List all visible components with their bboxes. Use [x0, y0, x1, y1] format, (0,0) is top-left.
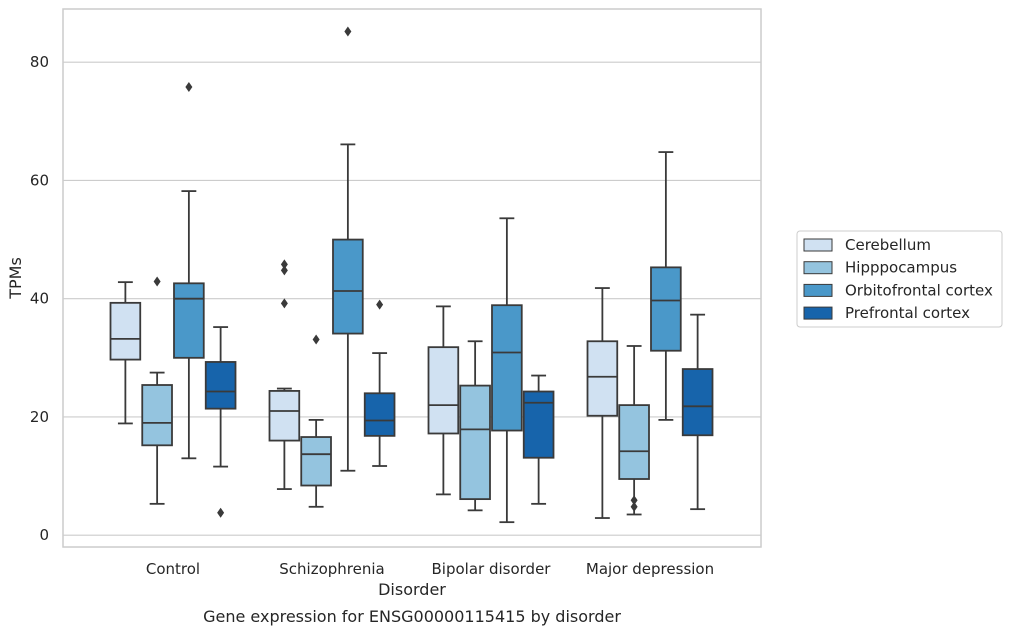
y-tick-label: 40	[30, 290, 49, 308]
outlier-point	[312, 334, 320, 345]
box	[618, 404, 650, 480]
outlier-point	[153, 276, 161, 287]
y-tick-label: 20	[30, 408, 49, 426]
outlier-point	[376, 299, 384, 310]
box	[491, 304, 523, 432]
box-group	[204, 326, 237, 518]
y-tick-label: 60	[30, 171, 49, 189]
legend-label: Hipppocampus	[845, 259, 957, 277]
box	[522, 390, 555, 459]
series-cerebellum	[109, 259, 619, 519]
box-series	[109, 26, 714, 524]
box-group	[332, 26, 364, 472]
series-hipppocampus	[141, 276, 650, 516]
box-group	[173, 82, 205, 460]
legend-swatch	[803, 306, 833, 320]
legend-swatch	[803, 238, 833, 252]
box	[332, 238, 364, 335]
outlier-point	[280, 298, 288, 309]
x-tick-label: Control	[146, 560, 200, 578]
box	[268, 390, 301, 442]
box	[363, 392, 396, 437]
outlier-point	[280, 259, 288, 270]
box-group	[522, 374, 555, 505]
outlier-point	[185, 82, 193, 93]
legend-label: Orbitofrontal cortex	[845, 281, 993, 299]
box	[204, 361, 237, 410]
box	[427, 346, 460, 435]
box	[173, 282, 205, 359]
box-group	[681, 313, 714, 511]
outlier-point	[344, 26, 352, 37]
legend-label: Cerebellum	[845, 236, 931, 254]
box-group	[109, 281, 142, 425]
y-axis-label: TPMs	[6, 257, 25, 300]
outlier-point	[280, 265, 288, 276]
box-group	[459, 340, 491, 512]
plot-area-frame	[62, 8, 762, 548]
box-group	[491, 217, 523, 524]
box	[459, 384, 491, 501]
box-group	[586, 287, 619, 519]
legend-label: Prefrontal cortex	[845, 304, 970, 322]
y-tick-labels: 0 20 40 60 80	[30, 53, 49, 544]
series-orbitofrontal-cortex	[173, 26, 682, 524]
x-tick-label: Schizophrenia	[279, 560, 384, 578]
x-tick-labels: Control Schizophrenia Bipolar disorder Majo…	[146, 560, 714, 578]
y-tick-label: 0	[39, 526, 49, 544]
legend-frame	[796, 230, 1003, 328]
legend-swatch	[803, 261, 833, 275]
outlier-point	[630, 495, 638, 506]
legend: Cerebellum Hipppocampus Orbitofrontal cort…	[796, 230, 1003, 328]
box-group	[141, 276, 173, 505]
x-axis-label: Disorder	[378, 580, 446, 599]
box	[141, 384, 173, 447]
legend-swatch	[803, 283, 833, 297]
box-group	[268, 259, 301, 490]
series-prefrontal-cortex	[204, 299, 714, 518]
box	[109, 301, 142, 361]
x-tick-label: Bipolar disorder	[432, 560, 552, 578]
x-tick-label: Major depression	[586, 560, 714, 578]
outlier-point	[217, 507, 225, 518]
box	[681, 368, 714, 437]
box-group	[618, 345, 650, 516]
chart-caption: Gene expression for ENSG00000115415 by d…	[203, 607, 621, 626]
box	[650, 266, 682, 352]
box	[300, 436, 332, 487]
box-group	[363, 299, 396, 467]
box-group	[650, 151, 682, 421]
box-group	[427, 305, 460, 496]
outlier-point	[630, 501, 638, 512]
box	[586, 340, 619, 417]
box-group	[300, 334, 332, 508]
y-tick-label: 80	[30, 53, 49, 71]
